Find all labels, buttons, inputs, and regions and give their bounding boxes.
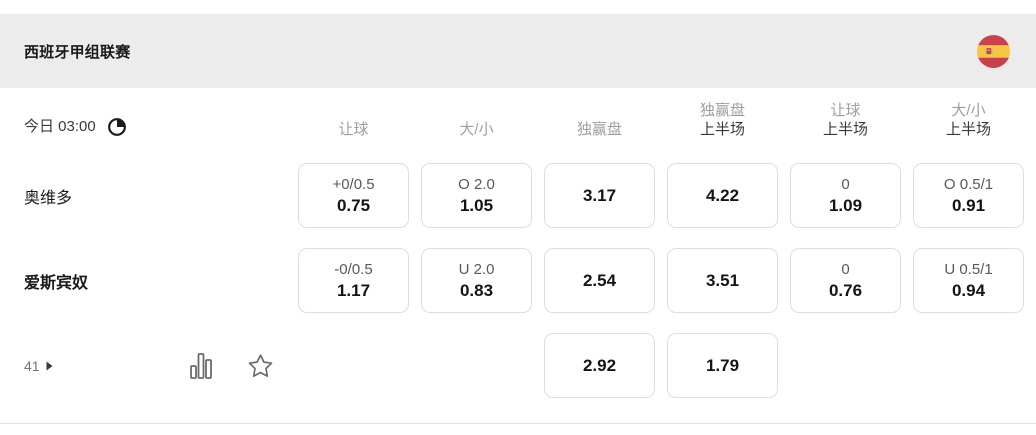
league-title: 西班牙甲组联赛 [24, 43, 131, 61]
empty-cell [913, 333, 1024, 398]
more-markets-count: 41 [24, 357, 40, 374]
column-header-moneyline: 独赢盘 [576, 121, 622, 138]
column-header-over-under-first-half: 大/小 上半场 [945, 102, 991, 138]
league-header[interactable]: 西班牙甲组联赛 [0, 14, 1036, 88]
odds-home-over-under-first-half[interactable]: O 0.5/1 0.91 [913, 163, 1024, 228]
favorite-star-icon[interactable] [247, 353, 274, 379]
home-team-name: 奥维多 [24, 189, 73, 207]
odds-away-moneyline[interactable]: 2.54 [544, 248, 655, 313]
odds-away-handicap-first-half[interactable]: 0 0.76 [790, 248, 901, 313]
odds-away-handicap[interactable]: -0/0.5 1.17 [298, 248, 409, 313]
empty-cell [790, 333, 901, 398]
odds-home-moneyline-first-half[interactable]: 4.22 [667, 163, 778, 228]
kickoff-time: 今日 03:00 [0, 88, 286, 143]
odds-draw-moneyline-first-half[interactable]: 1.79 [667, 333, 778, 398]
bottom-divider [0, 423, 1036, 424]
odds-away-over-under-first-half[interactable]: U 0.5/1 0.94 [913, 248, 1024, 313]
kickoff-time-label: 今日 03:00 [24, 118, 96, 135]
odds-away-moneyline-first-half[interactable]: 3.51 [667, 248, 778, 313]
odds-home-over-under[interactable]: O 2.0 1.05 [421, 163, 532, 228]
more-markets-arrow-icon [46, 361, 53, 370]
column-header-handicap: 让球 [338, 121, 369, 138]
column-header-handicap-first-half: 让球 上半场 [822, 102, 868, 138]
odds-home-moneyline[interactable]: 3.17 [544, 163, 655, 228]
match-footer: 41 [0, 333, 286, 398]
empty-cell [298, 333, 409, 398]
empty-cell [421, 333, 532, 398]
odds-home-handicap[interactable]: +0/0.5 0.75 [298, 163, 409, 228]
odds-draw-moneyline[interactable]: 2.92 [544, 333, 655, 398]
spain-flag-icon [977, 34, 1010, 68]
odds-away-over-under[interactable]: U 2.0 0.83 [421, 248, 532, 313]
column-header-moneyline-first-half: 独赢盘 上半场 [699, 102, 745, 138]
match-odds-grid: 今日 03:00 让球 大/小 独赢盘 独赢盘 上半场 让球 上半场 大/小 上半场 … [0, 88, 1024, 398]
quarter-clock-icon [107, 118, 126, 136]
away-team-name: 爱斯宾奴 [24, 274, 89, 292]
more-markets-button[interactable]: 41 [24, 358, 53, 374]
column-header-over-under: 大/小 [459, 121, 494, 138]
stats-icon[interactable] [190, 352, 212, 379]
odds-home-handicap-first-half[interactable]: 0 1.09 [790, 163, 901, 228]
